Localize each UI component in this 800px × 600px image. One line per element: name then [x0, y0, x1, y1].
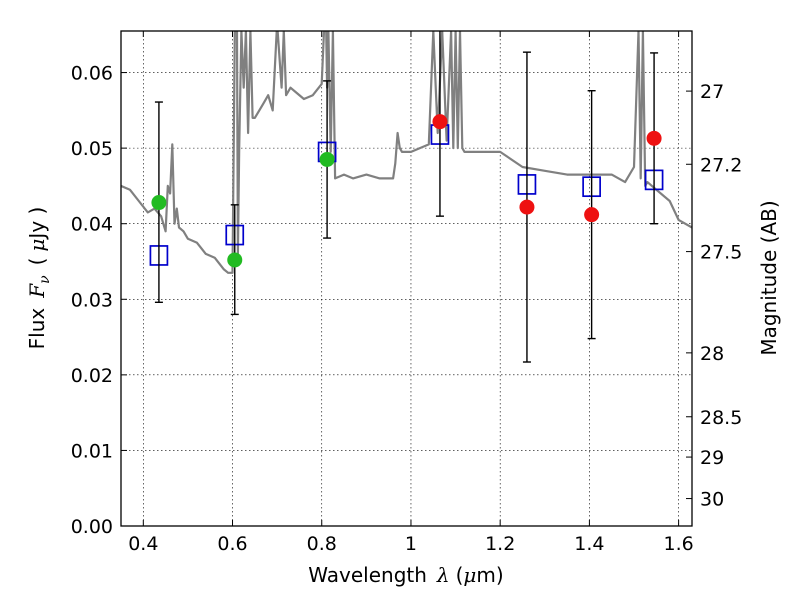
- x-tick-label: 0.6: [217, 533, 247, 555]
- y2-tick-label: 30: [700, 489, 724, 511]
- observed-point: [319, 151, 335, 167]
- y2-tick-label: 28.5: [700, 407, 742, 429]
- observed-point: [151, 195, 167, 211]
- observed-point: [646, 130, 662, 146]
- y2-tick-label: 27.2: [700, 154, 742, 176]
- y-axis-title-unit-rest: Jy ): [25, 207, 49, 241]
- observed-point: [432, 114, 448, 130]
- y-axis-title-unit-mu: μ: [25, 239, 49, 252]
- plot-frame: [120, 30, 693, 527]
- x-tick-label: 1.6: [664, 533, 694, 555]
- y-tick-label: 0.06: [71, 63, 113, 85]
- y-tick-label: 0.03: [71, 289, 113, 311]
- x-tick-label: 1.2: [485, 533, 515, 555]
- x-axis-title-unit-rest: m): [476, 563, 503, 587]
- y2-tick-label: 29: [700, 447, 724, 469]
- x-axis-title: Wavelength λ (μm): [308, 563, 503, 587]
- y-tick-label: 0.05: [71, 138, 113, 160]
- x-tick-label: 1.4: [574, 533, 604, 555]
- y-tick-label: 0.04: [71, 214, 113, 236]
- model-spectrum-line: [121, 31, 692, 274]
- x-axis-title-symbol: λ: [436, 563, 450, 587]
- x-tick-label: 0.8: [307, 533, 337, 555]
- y-axis-title-prefix: Flux: [25, 308, 49, 350]
- plot-area: [121, 31, 692, 363]
- y-axis-title-symbol: F: [25, 283, 49, 299]
- x-axis-title-prefix: Wavelength: [308, 563, 427, 587]
- y2-tick-label: 27.5: [700, 242, 742, 264]
- y-tick-label: 0.02: [71, 365, 113, 387]
- y2-axis-title: Magnitude (AB): [757, 200, 781, 355]
- observed-point: [584, 207, 600, 223]
- y-axis-title-unit-open: (: [25, 258, 49, 266]
- y2-tick-label: 28: [700, 343, 724, 365]
- x-axis-title-unit-open: (: [456, 563, 464, 587]
- y2-tick-label: 27: [700, 81, 724, 103]
- y-tick-label: 0.01: [71, 440, 113, 462]
- y-axis-title: Flux Fν ( μJy ): [25, 207, 53, 350]
- x-tick-label: 1: [405, 533, 417, 555]
- y-axis-title-subscript: ν: [37, 275, 53, 284]
- x-axis-title-unit-mu: μ: [463, 563, 476, 587]
- observed-point: [519, 199, 535, 215]
- y-tick-label: 0.00: [71, 516, 113, 538]
- axis-ticks: 0.4 0.6 0.8 1 1.2 1.4 1.6 0.00 0.01 0.02 0.03 0.04 0…: [71, 31, 742, 555]
- x-tick-label: 0.4: [128, 533, 158, 555]
- observed-point: [227, 252, 243, 268]
